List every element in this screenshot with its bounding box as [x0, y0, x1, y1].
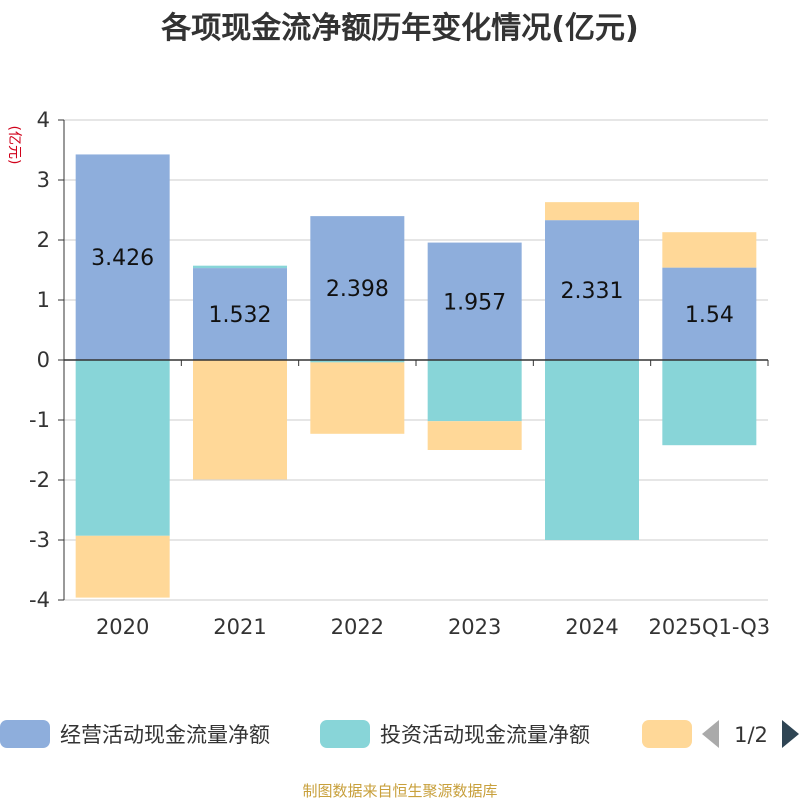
legend-swatch[interactable]: [320, 720, 370, 748]
data-label: 1.54: [685, 303, 734, 328]
y-tick-labels: 4 3 2 1 0 -1 -2 -3 -4: [29, 108, 50, 612]
y-tick-label: 2: [37, 228, 50, 252]
y-tick-label: -4: [29, 588, 50, 612]
bar-segment: [662, 360, 757, 446]
legend-swatch[interactable]: [642, 720, 692, 748]
x-tick-label: 2025Q1-Q3: [649, 615, 771, 639]
source-note: 制图数据来自恒生聚源数据库: [302, 782, 497, 800]
x-tick-label: 2023: [448, 615, 501, 639]
x-tick-label: 2024: [565, 615, 618, 639]
bar-segment: [310, 362, 405, 434]
y-tick-label: -3: [29, 528, 50, 552]
y-axis-unit-label: (亿元): [6, 126, 22, 165]
bar-segment: [545, 360, 639, 540]
x-tick-label: 2021: [213, 615, 266, 639]
y-tick-label: -2: [29, 468, 50, 492]
legend-swatch[interactable]: [0, 720, 50, 748]
axes: [63, 120, 769, 600]
x-tick-label: 2022: [331, 615, 384, 639]
bar-segment: [310, 360, 405, 363]
bar-segment: [193, 268, 287, 360]
legend-label[interactable]: 投资活动现金流量净额: [380, 723, 590, 747]
chart-title: 各项现金流净额历年变化情况(亿元): [160, 11, 638, 46]
y-tick-label: 4: [37, 108, 50, 132]
data-label: 3.426: [91, 246, 154, 271]
bar-segment: [662, 232, 757, 268]
data-label: 2.331: [561, 279, 624, 304]
bar-segment: [75, 154, 170, 360]
legend-page-indicator: 1/2: [734, 723, 768, 747]
data-label: 2.398: [326, 277, 389, 302]
legend-next-page-icon[interactable]: [782, 720, 799, 748]
legend: 经营活动现金流量净额 投资活动现金流量净额 1/2: [0, 720, 799, 748]
bar-segment: [427, 360, 522, 422]
x-tick-labels: 2020 2021 2022 2023 2024 2025Q1-Q3: [96, 615, 770, 639]
bar-segment: [427, 421, 522, 450]
y-tick-label: 3: [37, 168, 50, 192]
bar-segment: [662, 267, 757, 360]
bar-segment: [545, 220, 639, 360]
data-labels: 3.426 1.532 2.398 1.957 2.331 1.54: [91, 246, 734, 328]
data-label: 1.957: [443, 290, 506, 315]
bar-segment: [545, 202, 639, 221]
bar-segment: [193, 265, 287, 269]
bars: [75, 154, 757, 598]
legend-prev-page-icon[interactable]: [702, 720, 719, 748]
data-label: 1.532: [209, 303, 272, 328]
bar-segment: [75, 360, 170, 536]
x-tick-label: 2020: [96, 615, 149, 639]
bar-segment: [193, 360, 287, 480]
y-tick-label: 1: [37, 288, 50, 312]
y-tick-label: -1: [29, 408, 50, 432]
bar-segment: [310, 216, 405, 360]
legend-label[interactable]: 经营活动现金流量净额: [60, 723, 270, 747]
bar-segment: [427, 242, 522, 360]
y-tick-label: 0: [37, 348, 50, 372]
bar-segment: [75, 535, 170, 598]
